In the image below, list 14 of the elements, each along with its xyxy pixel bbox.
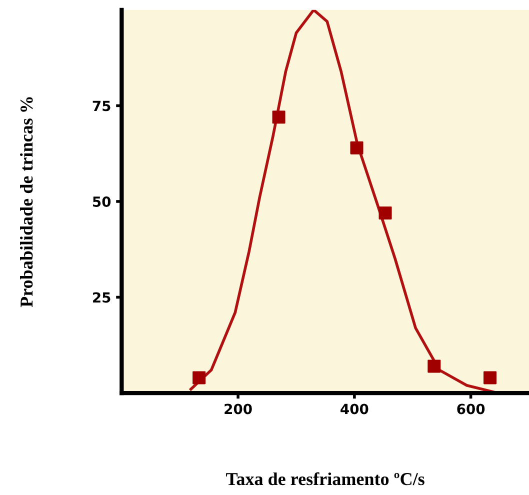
x-tick-label: 200 [224, 404, 252, 414]
x-tick-label: 600 [457, 404, 485, 414]
point [350, 141, 364, 154]
point [484, 371, 497, 384]
y-tick-label: 25 [93, 292, 110, 303]
point [378, 206, 392, 220]
point [192, 371, 206, 384]
x-axis-title: Taxa de resfriamento ºC/s [226, 472, 424, 486]
y-tick-label: 75 [92, 100, 110, 112]
point [272, 110, 286, 124]
y-axis-title: Probabilidade de trincas % [20, 97, 33, 308]
x-tick-label: 400 [340, 404, 368, 414]
y-tick-label: 50 [93, 196, 111, 207]
point [428, 360, 441, 373]
